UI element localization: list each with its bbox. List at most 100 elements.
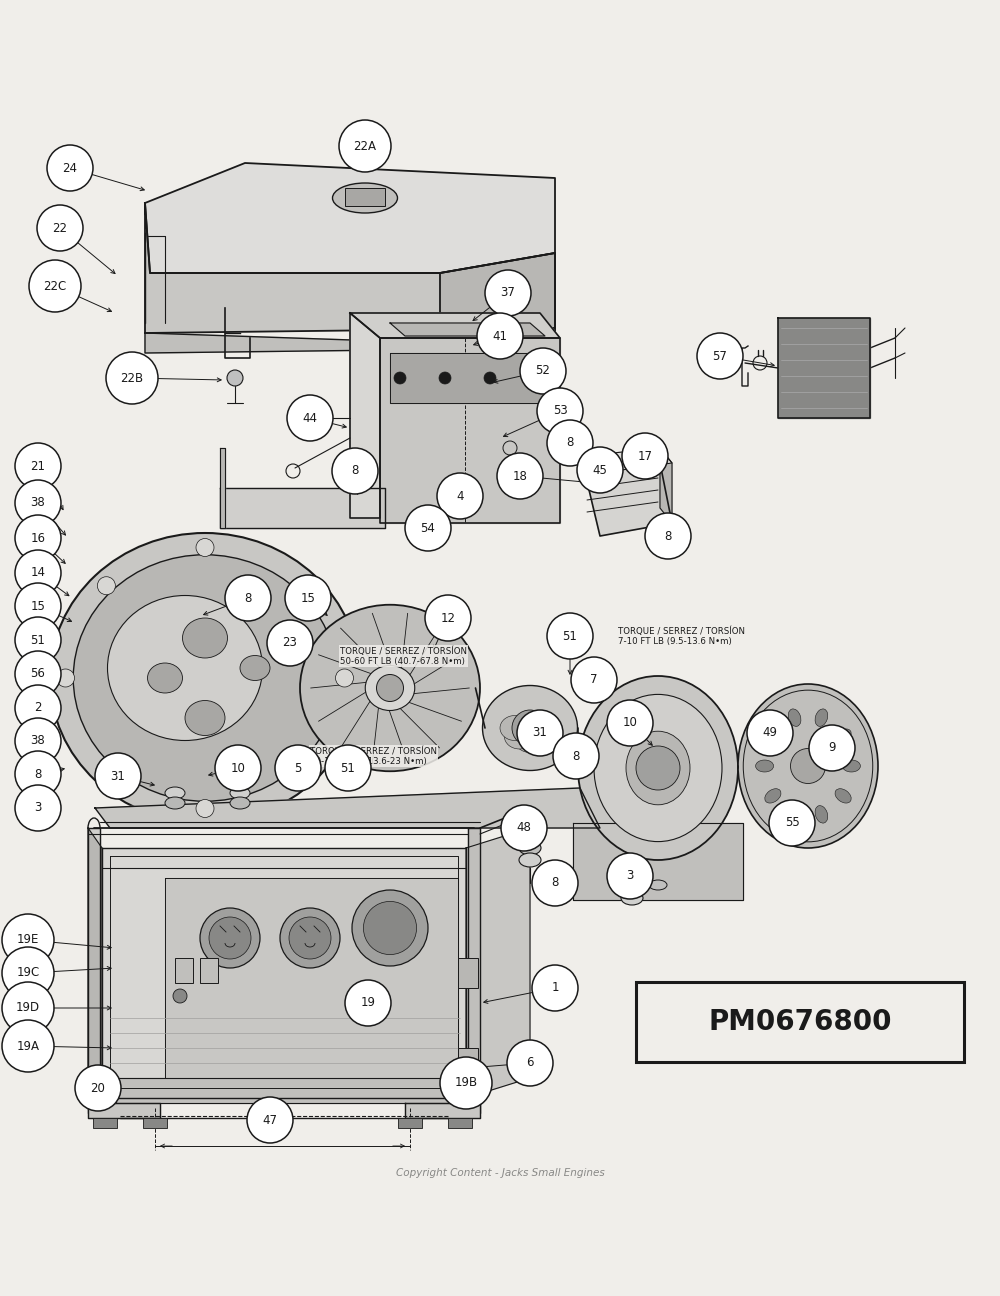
Text: 15: 15 bbox=[301, 591, 315, 604]
Circle shape bbox=[645, 513, 691, 559]
Circle shape bbox=[200, 908, 260, 968]
Circle shape bbox=[75, 1065, 121, 1111]
Text: 44: 44 bbox=[302, 412, 318, 425]
Circle shape bbox=[405, 505, 451, 551]
Ellipse shape bbox=[185, 701, 225, 736]
Text: 9: 9 bbox=[828, 741, 836, 754]
FancyBboxPatch shape bbox=[345, 188, 385, 206]
Circle shape bbox=[363, 902, 417, 955]
Circle shape bbox=[607, 700, 653, 746]
Circle shape bbox=[2, 982, 54, 1034]
Text: 51: 51 bbox=[31, 634, 45, 647]
Ellipse shape bbox=[73, 555, 337, 801]
Text: 24: 24 bbox=[62, 162, 78, 175]
Ellipse shape bbox=[835, 728, 851, 744]
Circle shape bbox=[15, 686, 61, 731]
Text: 15: 15 bbox=[31, 600, 45, 613]
Circle shape bbox=[2, 1020, 54, 1072]
Circle shape bbox=[697, 333, 743, 378]
Circle shape bbox=[636, 746, 680, 791]
Text: 8: 8 bbox=[566, 437, 574, 450]
Circle shape bbox=[571, 657, 617, 702]
Ellipse shape bbox=[738, 684, 878, 848]
Circle shape bbox=[209, 918, 251, 959]
Circle shape bbox=[56, 669, 74, 687]
Circle shape bbox=[15, 583, 61, 629]
Text: 22B: 22B bbox=[120, 372, 144, 385]
Circle shape bbox=[485, 270, 531, 316]
Circle shape bbox=[106, 353, 158, 404]
Text: 21: 21 bbox=[30, 460, 46, 473]
Ellipse shape bbox=[147, 664, 182, 693]
Text: 54: 54 bbox=[421, 521, 435, 534]
Ellipse shape bbox=[756, 759, 774, 772]
Text: 6: 6 bbox=[526, 1056, 534, 1069]
Bar bbox=[458, 1048, 478, 1068]
Polygon shape bbox=[440, 253, 555, 343]
Text: 8: 8 bbox=[572, 749, 580, 762]
Circle shape bbox=[501, 805, 547, 851]
Ellipse shape bbox=[165, 797, 185, 809]
Text: 8: 8 bbox=[351, 464, 359, 477]
Circle shape bbox=[15, 785, 61, 831]
Bar bbox=[448, 1118, 472, 1128]
Text: 51: 51 bbox=[563, 630, 577, 643]
Polygon shape bbox=[220, 448, 225, 527]
Text: 22C: 22C bbox=[43, 280, 67, 293]
Text: 8: 8 bbox=[664, 530, 672, 543]
Circle shape bbox=[15, 617, 61, 664]
Circle shape bbox=[437, 473, 483, 518]
Circle shape bbox=[2, 914, 54, 966]
Text: 22: 22 bbox=[52, 222, 68, 235]
Circle shape bbox=[477, 314, 523, 359]
Circle shape bbox=[173, 989, 187, 1003]
Ellipse shape bbox=[230, 797, 250, 809]
Text: 8: 8 bbox=[244, 591, 252, 604]
Text: 38: 38 bbox=[31, 735, 45, 748]
Polygon shape bbox=[102, 848, 466, 1098]
Text: 55: 55 bbox=[785, 816, 799, 829]
Text: 10: 10 bbox=[623, 717, 637, 730]
Circle shape bbox=[37, 205, 83, 251]
Text: 57: 57 bbox=[713, 350, 727, 363]
Polygon shape bbox=[360, 653, 395, 702]
Circle shape bbox=[607, 853, 653, 899]
Text: JACKS: JACKS bbox=[400, 664, 460, 682]
Circle shape bbox=[537, 388, 583, 434]
Polygon shape bbox=[585, 448, 672, 473]
Text: 3: 3 bbox=[626, 870, 634, 883]
Text: 49: 49 bbox=[763, 727, 778, 740]
Text: 18: 18 bbox=[513, 469, 527, 482]
Text: 14: 14 bbox=[30, 566, 46, 579]
Circle shape bbox=[280, 908, 340, 968]
Polygon shape bbox=[165, 877, 458, 1078]
Ellipse shape bbox=[765, 789, 781, 804]
Circle shape bbox=[97, 761, 115, 779]
Circle shape bbox=[227, 369, 243, 386]
Ellipse shape bbox=[835, 789, 851, 804]
Circle shape bbox=[592, 470, 604, 482]
Text: 53: 53 bbox=[553, 404, 567, 417]
Text: TORQUE / SERREZ / TORSÍON
10-17 FT LB (13.6-23 N•m): TORQUE / SERREZ / TORSÍON 10-17 FT LB (1… bbox=[310, 746, 437, 766]
Circle shape bbox=[15, 550, 61, 596]
Text: TORQUE / SERREZ / TORSÍON
7-10 FT LB (9.5-13.6 N•m): TORQUE / SERREZ / TORSÍON 7-10 FT LB (9.… bbox=[618, 626, 745, 645]
Polygon shape bbox=[466, 828, 530, 1098]
Circle shape bbox=[336, 669, 354, 687]
Text: 19A: 19A bbox=[16, 1039, 40, 1052]
Text: 47: 47 bbox=[262, 1113, 278, 1126]
Text: 38: 38 bbox=[31, 496, 45, 509]
Polygon shape bbox=[220, 489, 385, 527]
Text: 8: 8 bbox=[551, 876, 559, 889]
Bar bbox=[175, 958, 193, 982]
Polygon shape bbox=[88, 828, 102, 1098]
Text: 48: 48 bbox=[517, 822, 531, 835]
Circle shape bbox=[275, 745, 321, 791]
Polygon shape bbox=[468, 828, 480, 1113]
Text: 7: 7 bbox=[590, 674, 598, 687]
Text: 20: 20 bbox=[91, 1081, 105, 1095]
Text: 4: 4 bbox=[456, 490, 464, 503]
Polygon shape bbox=[390, 353, 545, 403]
Polygon shape bbox=[390, 323, 545, 336]
Ellipse shape bbox=[621, 879, 643, 893]
Circle shape bbox=[439, 372, 451, 384]
